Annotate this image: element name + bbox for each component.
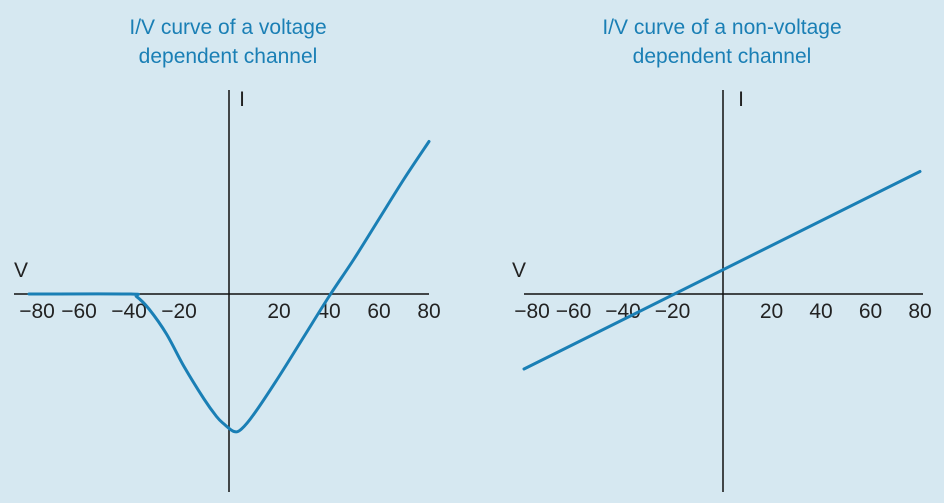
x-tick-label: −20 — [161, 300, 197, 323]
x-axis-label: V — [14, 259, 28, 282]
x-tick-label: −40 — [605, 300, 641, 323]
x-tick-label: −60 — [556, 300, 592, 323]
x-tick-label: 60 — [859, 300, 882, 323]
chart-title-line-1: I/V curve of a voltage — [129, 16, 326, 39]
x-tick-label: −40 — [111, 300, 147, 323]
x-tick-label: 40 — [809, 300, 832, 323]
chart-title-line-1: I/V curve of a non-voltage — [602, 16, 841, 39]
x-tick-labels: −80 −60 −40 −20 20 40 60 80 — [514, 300, 931, 323]
x-axis-label: V — [512, 259, 526, 282]
x-tick-label: 80 — [908, 300, 931, 323]
x-tick-label: 60 — [367, 300, 390, 323]
iv-line — [522, 170, 922, 371]
chart-voltage-dependent: I/V curve of a voltage dependent channel… — [14, 16, 441, 492]
iv-curve — [27, 140, 431, 434]
x-tick-label: 80 — [417, 300, 440, 323]
x-tick-label: −60 — [61, 300, 97, 323]
x-tick-label: 20 — [267, 300, 290, 323]
chart-title-line-2: dependent channel — [633, 45, 812, 68]
chart-title-line-2: dependent channel — [139, 45, 318, 68]
y-axis-label: I — [738, 88, 744, 111]
y-axis-label: I — [239, 88, 245, 111]
x-tick-label: −80 — [514, 300, 550, 323]
x-tick-labels: −80 −60 −40 −20 20 40 60 80 — [19, 300, 440, 323]
x-tick-label: −20 — [655, 300, 691, 323]
x-tick-label: −80 — [19, 300, 55, 323]
chart-non-voltage-dependent: I/V curve of a non-voltage dependent cha… — [512, 16, 932, 492]
x-tick-label: 20 — [760, 300, 783, 323]
